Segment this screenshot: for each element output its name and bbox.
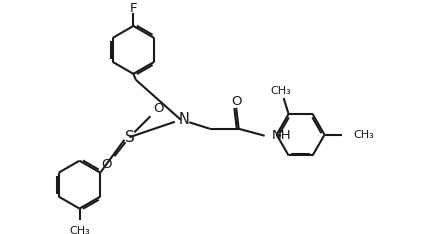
Text: O: O	[153, 102, 163, 115]
Text: CH₃: CH₃	[353, 130, 374, 140]
Text: S: S	[125, 130, 134, 145]
Text: CH₃: CH₃	[271, 86, 291, 96]
Text: N: N	[179, 112, 190, 127]
Text: O: O	[231, 95, 241, 108]
Text: CH₃: CH₃	[69, 226, 90, 234]
Text: F: F	[130, 2, 137, 15]
Text: O: O	[101, 158, 112, 171]
Text: NH: NH	[272, 129, 292, 142]
